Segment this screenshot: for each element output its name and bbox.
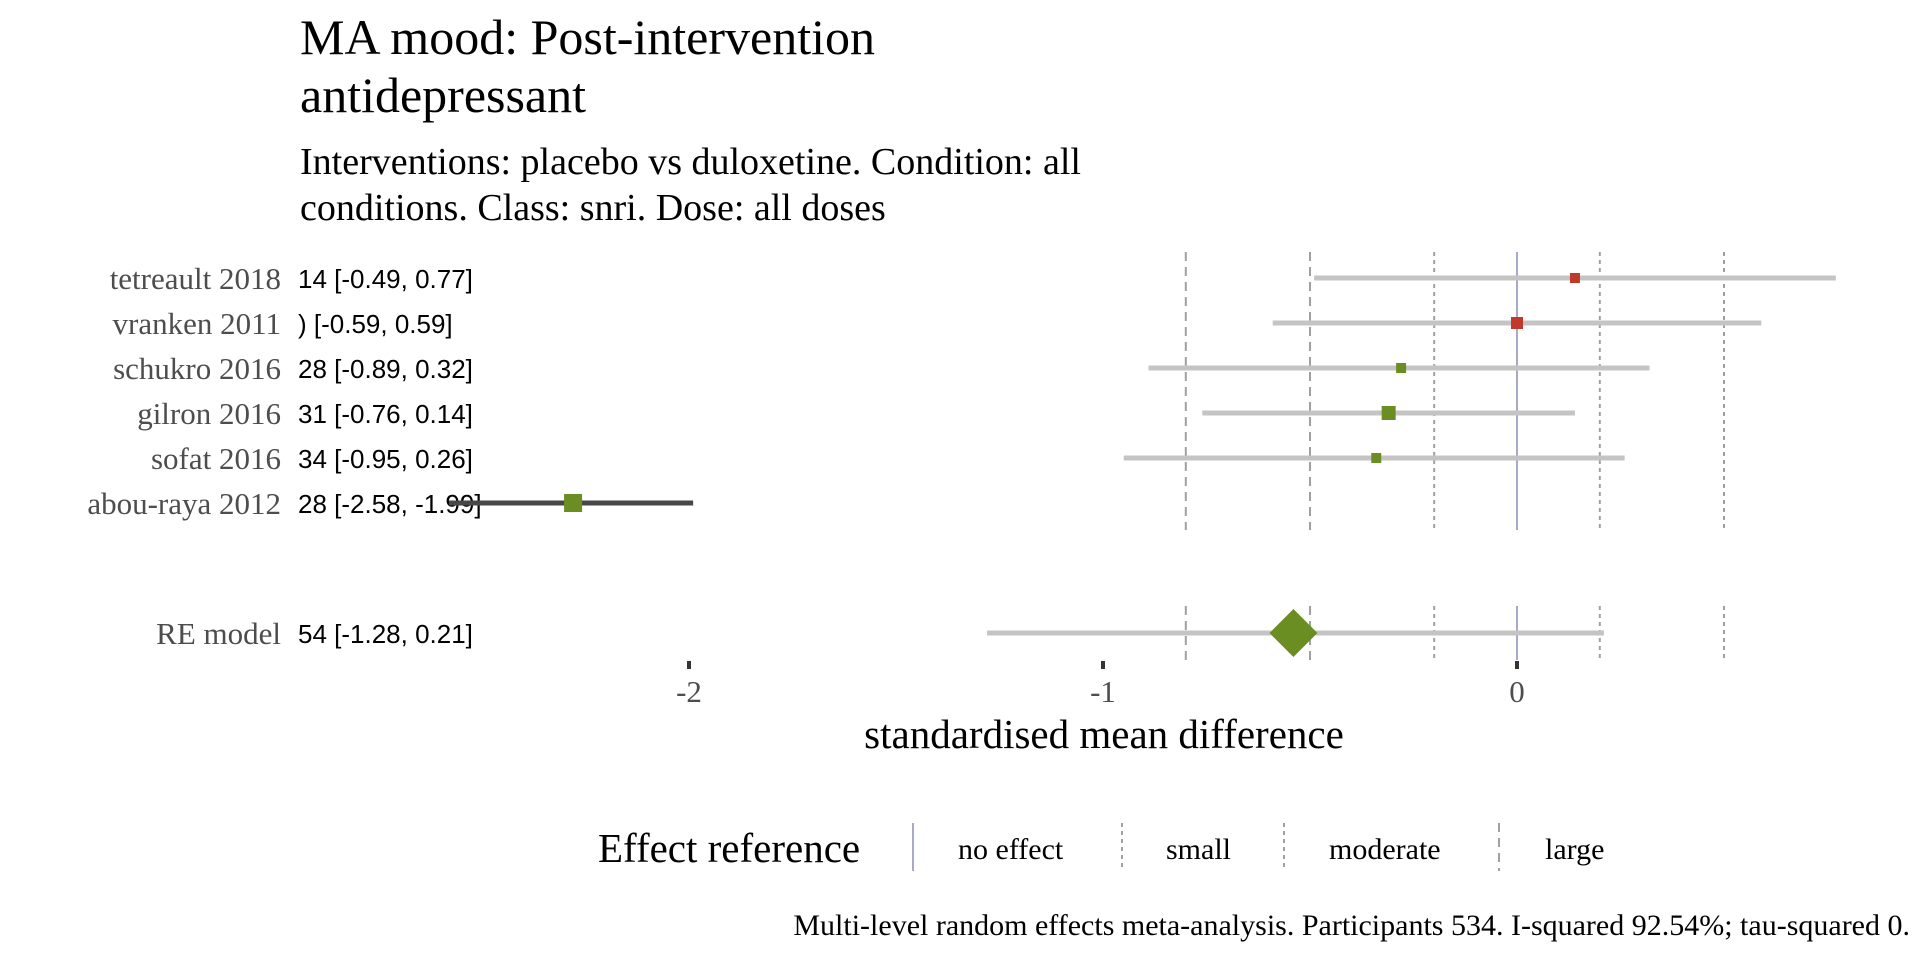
x-tick-label: -2 bbox=[676, 674, 702, 709]
chart-title-line-2: antidepressant bbox=[300, 67, 586, 123]
reference-lines bbox=[1184, 252, 1725, 660]
study-label: vranken 2011 bbox=[113, 306, 281, 341]
ci-text-column: 14 [-0.49, 0.77] ) [-0.59, 0.59] 28 [-0.89… bbox=[298, 264, 482, 649]
study-point-estimate bbox=[1511, 317, 1523, 329]
study-ci-text: 28 [-0.89, 0.32] bbox=[298, 354, 473, 384]
study-point-estimate bbox=[1396, 363, 1407, 373]
chart-title-line-1: MA mood: Post-intervention bbox=[300, 9, 875, 65]
study-label: gilron 2016 bbox=[137, 396, 281, 431]
summary-diamond bbox=[1269, 609, 1318, 657]
x-tick-label: 0 bbox=[1509, 674, 1525, 709]
legend-label: small bbox=[1166, 833, 1231, 866]
chart-subtitle-line-2: conditions. Class: snri. Dose: all doses bbox=[300, 187, 886, 229]
legend-title: Effect reference bbox=[598, 825, 860, 871]
summary-ci-text: 54 [-1.28, 0.21] bbox=[298, 619, 473, 649]
legend-label: large bbox=[1545, 833, 1604, 866]
study-point-estimate bbox=[1569, 273, 1580, 283]
caption: Multi-level random effects meta-analysis… bbox=[793, 909, 1910, 942]
legend-label: moderate bbox=[1329, 833, 1441, 866]
study-label: tetreault 2018 bbox=[110, 261, 281, 296]
study-ci-text: 34 [-0.95, 0.26] bbox=[298, 444, 473, 474]
study-ci-text: 14 [-0.49, 0.77] bbox=[298, 264, 473, 294]
study-rows bbox=[448, 273, 1836, 512]
effect-reference-legend: Effect reference no effect small moderate l… bbox=[598, 823, 1604, 871]
x-tick-label: -1 bbox=[1090, 674, 1116, 709]
x-axis-title: standardised mean difference bbox=[864, 711, 1344, 757]
summary-row bbox=[987, 609, 1604, 657]
summary-label: RE model bbox=[156, 616, 281, 651]
study-point-estimate bbox=[1371, 453, 1382, 463]
study-point-estimate bbox=[1381, 406, 1396, 420]
study-label: schukro 2016 bbox=[113, 351, 281, 386]
study-label: abou-raya 2012 bbox=[87, 486, 281, 521]
study-ci-text: ) [-0.59, 0.59] bbox=[298, 309, 453, 339]
study-ci-text: 31 [-0.76, 0.14] bbox=[298, 399, 473, 429]
x-axis: -2 -1 0 bbox=[676, 661, 1525, 709]
chart-subtitle-line-1: Interventions: placebo vs duloxetine. Co… bbox=[300, 141, 1081, 183]
study-label: sofat 2016 bbox=[151, 441, 281, 476]
legend-label: no effect bbox=[958, 833, 1064, 866]
study-point-estimate bbox=[564, 494, 583, 512]
study-labels: tetreault 2018 vranken 2011 schukro 2016 gi… bbox=[87, 261, 281, 651]
